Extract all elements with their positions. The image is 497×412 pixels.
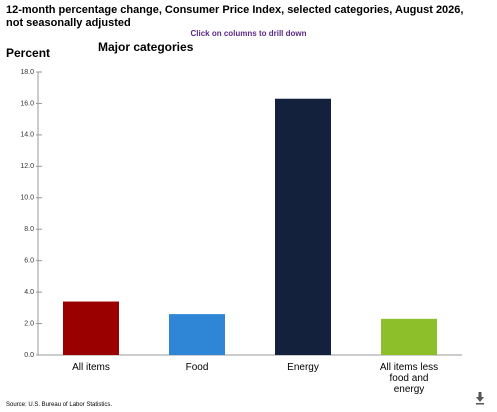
y-tick-label: 8.0: [24, 226, 34, 233]
download-icon[interactable]: [476, 392, 484, 405]
y-tick-label: 16.0: [20, 100, 34, 107]
y-tick-label: 10.0: [20, 195, 34, 202]
y-tick-label: 2.0: [24, 320, 34, 327]
bar[interactable]: [63, 301, 119, 355]
x-tick-label: Energy: [287, 362, 319, 373]
bar[interactable]: [381, 318, 437, 355]
y-axis-label: Percent: [6, 46, 51, 60]
x-tick-label: All items: [72, 362, 110, 373]
y-tick-label: 12.0: [20, 163, 34, 170]
y-tick-label: 0.0: [24, 352, 34, 359]
heading: Major categories: [98, 40, 194, 54]
chart-title: 12-month percentage change, Consumer Pri…: [6, 4, 464, 29]
subtitle: Click on columns to drill down: [190, 29, 307, 38]
bar[interactable]: [275, 98, 331, 355]
x-tick-label: Food: [185, 362, 209, 373]
x-tick-label: All items less food and energy: [379, 362, 439, 395]
source-note: Source: U.S. Bureau of Labor Statistics.: [6, 402, 113, 408]
bar[interactable]: [169, 314, 225, 355]
y-tick-label: 4.0: [24, 289, 34, 296]
y-tick-label: 14.0: [20, 132, 34, 139]
y-tick-label: 18.0: [20, 69, 34, 76]
y-tick-label: 6.0: [24, 258, 34, 265]
